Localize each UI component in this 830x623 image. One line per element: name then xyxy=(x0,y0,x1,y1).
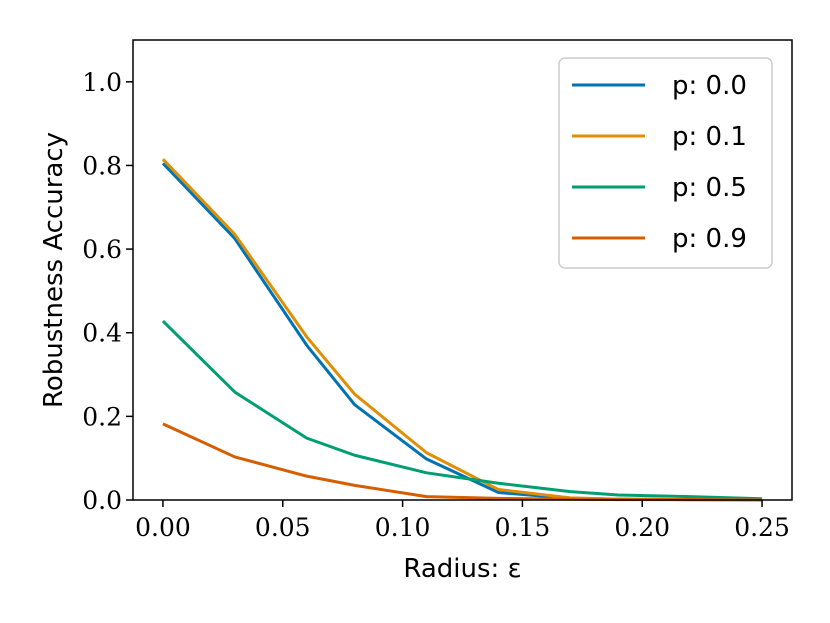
y-tick-label: 0.0 xyxy=(82,486,122,515)
series-line-3 xyxy=(162,422,763,502)
plot-frame xyxy=(132,39,793,501)
legend-box xyxy=(558,57,773,269)
x-tick-label: 0.05 xyxy=(255,513,311,542)
x-tick-label: 0.10 xyxy=(375,513,431,542)
y-tick-label: 0.8 xyxy=(82,151,122,180)
y-tick-label: 0.6 xyxy=(82,235,122,264)
x-axis-label: Radius: ε xyxy=(403,554,521,584)
y-tick-label: 1.0 xyxy=(82,68,122,97)
y-tick-label: 0.4 xyxy=(82,319,122,348)
y-axis-ticks: 0.0 0.2 0.4 0.6 0.8 1.0 xyxy=(82,68,133,515)
x-tick-label: 0.20 xyxy=(614,513,670,542)
y-axis-label: Robustness Accuracy xyxy=(39,132,69,408)
legend-label-1: p: 0.1 xyxy=(672,122,747,152)
legend: p: 0.0 p: 0.1 p: 0.5 p: 0.9 xyxy=(558,57,773,269)
x-tick-label: 0.00 xyxy=(135,513,191,542)
x-axis-ticks: 0.00 0.05 0.10 0.15 0.20 0.25 xyxy=(135,500,790,542)
legend-label-2: p: 0.5 xyxy=(672,173,747,203)
legend-label-0: p: 0.0 xyxy=(672,71,747,101)
x-tick-label: 0.25 xyxy=(734,513,790,542)
x-tick-label: 0.15 xyxy=(495,513,551,542)
series-line-2 xyxy=(161,319,763,501)
y-tick-label: 0.2 xyxy=(82,402,122,431)
legend-label-3: p: 0.9 xyxy=(672,224,747,254)
